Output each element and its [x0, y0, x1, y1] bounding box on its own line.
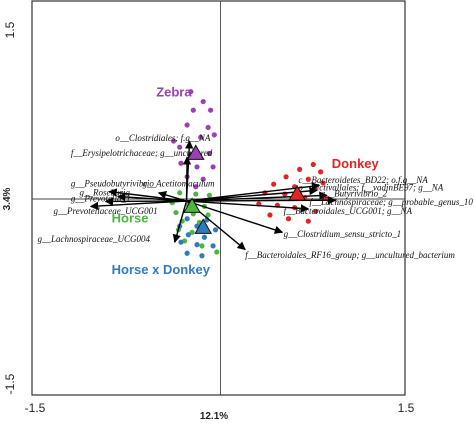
sample-point-zebra	[178, 160, 184, 166]
sample-point-zebra	[177, 144, 183, 150]
taxon-vector-label: g__Lachnospiraceae_UCG004	[37, 234, 150, 244]
taxon-vector-arrow	[186, 200, 284, 234]
sample-point-horse-x-donkey	[212, 227, 219, 233]
taxon-vector-arrow	[186, 196, 337, 205]
sample-point-horse-x-donkey	[184, 216, 190, 222]
taxon-vector-label: f__Bacteroidales_RF16_group; g__uncultur…	[245, 250, 455, 260]
group-label-donkey: Donkey	[332, 156, 380, 171]
sample-point-zebra	[190, 107, 196, 113]
taxon-vector-label: g__Clostridium_sensu_stricto_1	[284, 229, 402, 239]
taxon-vector-label: f__Erysipelotrichaceae; g__uncultured	[71, 148, 213, 158]
sample-point-zebra	[211, 132, 217, 138]
taxon-vector-label: f__Lachnospiraceae; g__probable_genus_10	[310, 197, 474, 207]
sample-point-horse-x-donkey	[199, 253, 205, 259]
sample-point-zebra	[205, 124, 211, 131]
sample-point-horse	[206, 192, 212, 198]
sample-point-horse	[177, 190, 183, 196]
sample-point-zebra	[193, 184, 199, 190]
group-centroids	[183, 144, 307, 234]
sample-point-zebra	[208, 107, 214, 113]
sample-point-donkey	[297, 166, 303, 172]
sample-point-horse-x-donkey	[185, 232, 191, 238]
y-axis-label: 3.4%	[2, 187, 13, 210]
sample-point-horse	[193, 191, 199, 197]
taxon-vector-label: g__Acetitomaculum	[143, 179, 215, 189]
taxon-vector-label: g__Prevotellaceae_UCG001	[54, 206, 158, 216]
sample-point-horse-x-donkey	[178, 239, 184, 245]
sample-point-zebra	[210, 164, 216, 170]
taxon-vectors: o__Clostridiales; f.g__NA f__Erysipelotri…	[37, 133, 473, 260]
sample-point-horse	[214, 249, 220, 255]
y-tick-label-bottom: -1.5	[3, 373, 17, 394]
sample-point-horse	[205, 212, 211, 218]
group-centroid-donkey	[288, 185, 307, 201]
group-centroid-horse-x-donkey	[194, 218, 213, 234]
x-axis-label: 12.1%	[200, 411, 228, 422]
group-centroid-zebra	[186, 144, 205, 160]
sample-point-zebra	[200, 176, 206, 182]
sample-point-donkey	[305, 218, 311, 224]
sample-point-zebra	[206, 150, 212, 156]
sample-point-donkey	[313, 208, 319, 214]
taxon-vector-arrow	[117, 192, 187, 202]
sample-point-donkey	[285, 216, 292, 222]
taxon-vector-label: f__Bacteroidales_UCG001; g__NA	[284, 206, 413, 216]
taxon-vector-label: g__Roseburia	[80, 187, 131, 197]
sample-point-zebra	[170, 138, 177, 144]
y-tick-label-top: 1.5	[3, 21, 17, 38]
sample-point-zebra	[194, 164, 200, 170]
sample-point-donkey	[310, 161, 316, 168]
sample-point-donkey	[318, 169, 324, 175]
sample-point-horse-x-donkey	[184, 250, 190, 256]
sample-point-zebra	[188, 89, 194, 95]
sample-point-zebra	[200, 98, 206, 105]
sample-point-horse-x-donkey	[194, 242, 200, 248]
taxon-vector-arrow	[172, 200, 188, 243]
x-tick-label-right: 1.5	[398, 401, 415, 415]
group-label-zebra: Zebra	[156, 85, 192, 100]
taxon-vector-label: o__Victivallales; f__vadinBE97; g__NA	[298, 182, 443, 192]
sample-point-horse	[173, 209, 179, 216]
sample-point-donkey	[283, 174, 289, 180]
sample-point-horse	[189, 229, 195, 235]
sample-point-donkey	[305, 176, 311, 182]
taxon-vector-label: g__Butyrivibrio_2	[321, 189, 388, 199]
sample-point-horse-x-donkey	[201, 234, 208, 240]
taxon-vector-arrow	[89, 200, 187, 211]
taxon-vector-arrow	[186, 200, 310, 213]
sample-points	[169, 89, 329, 259]
group-labels: Zebra Donkey Horse Horse x Donkey	[112, 85, 380, 278]
group-label-horse-x-donkey: Horse x Donkey	[112, 262, 211, 277]
taxon-vector-arrow	[157, 190, 187, 202]
sample-point-horse	[199, 243, 205, 249]
sample-point-donkey	[267, 212, 273, 218]
sample-point-zebra	[198, 134, 204, 140]
taxon-vector-arrow	[182, 156, 192, 202]
sample-point-zebra	[184, 122, 190, 128]
sample-point-donkey	[271, 181, 277, 187]
taxon-vector-label: g__Pseudobutyrivibrio	[71, 179, 154, 189]
group-centroid-horse	[183, 197, 201, 213]
sample-point-horse-x-donkey	[210, 243, 216, 249]
taxon-vector-label: g__Prevotella_1	[71, 193, 131, 203]
taxon-vector-label: o__Clostridiales; f.g__NA	[115, 133, 211, 143]
sample-point-donkey	[320, 180, 326, 186]
x-tick-label-left: -1.5	[25, 401, 46, 415]
group-label-horse: Horse	[112, 210, 149, 225]
taxon-vector-label: c__Bacteroidetes_BD22; o.f.g__NA	[298, 175, 428, 185]
